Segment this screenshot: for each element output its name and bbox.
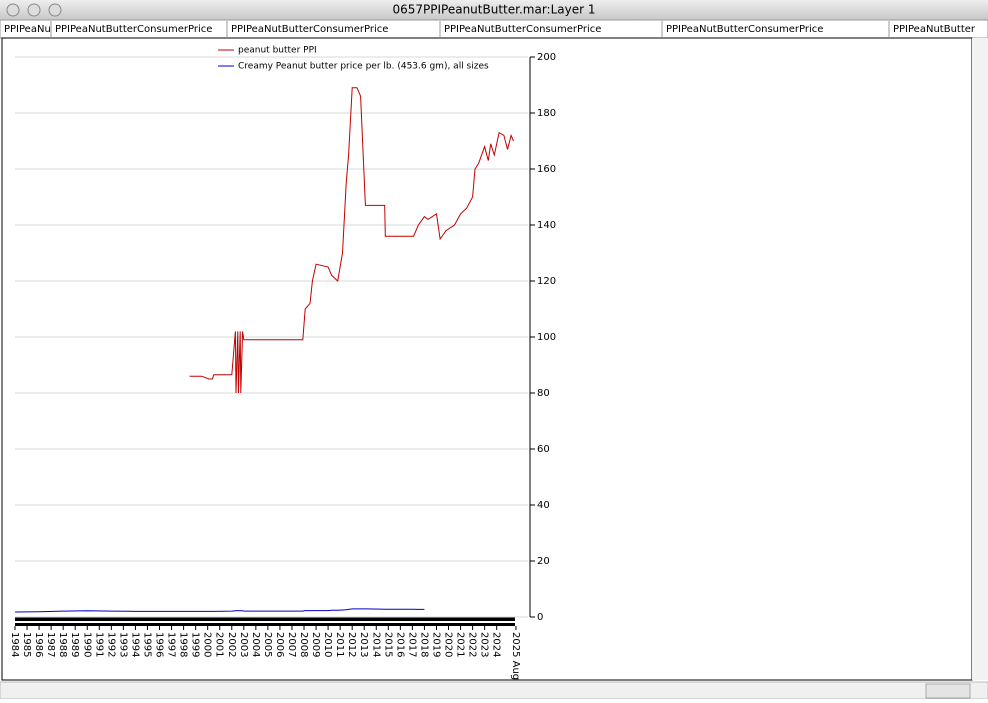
y-tick-label: 200 [537, 52, 556, 63]
x-tick-label: 2000 [202, 632, 213, 657]
y-tick-label: 80 [537, 388, 550, 399]
series-line [14, 608, 425, 613]
x-tick-label: 2005 [262, 632, 273, 657]
x-tick-label: 1987 [45, 632, 56, 657]
minimize-button[interactable] [27, 3, 41, 17]
x-tick-label: 1988 [57, 632, 68, 657]
x-tick-label: 2022 [467, 632, 478, 657]
x-tick-label: 2010 [322, 632, 333, 657]
x-tick-label: 1990 [81, 632, 92, 657]
x-tick-label: 2004 [250, 632, 261, 657]
x-tick-label: 1997 [166, 632, 177, 657]
x-tick-label: 2013 [358, 632, 369, 657]
close-button[interactable] [6, 3, 20, 17]
axis-band [15, 623, 515, 626]
y-tick-label: 100 [537, 332, 556, 343]
x-tick-label: 2003 [238, 632, 249, 657]
tab[interactable]: PPIPeaNutButterConsumerPrice [666, 24, 823, 35]
x-tick-label: 1999 [190, 632, 201, 657]
x-tick-label: 2017 [406, 632, 417, 657]
tab[interactable]: PPIPeaNutButterConsumerPrice [231, 24, 388, 35]
tab[interactable]: PPIPeaNutButterConsumerPrice [55, 24, 212, 35]
x-tick-label: 2024 [491, 632, 502, 657]
resize-box[interactable] [925, 683, 971, 699]
y-tick-label: 60 [537, 444, 550, 455]
x-tick-label: 2007 [286, 632, 297, 657]
x-tick-label: 2001 [214, 632, 225, 657]
x-tick-label: 2020 [443, 632, 454, 657]
scrollbar[interactable] [972, 38, 988, 680]
x-tick-label: 1995 [141, 632, 152, 657]
x-tick-label: 1985 [21, 632, 32, 657]
series-line [189, 87, 514, 394]
zoom-button[interactable] [48, 3, 62, 17]
x-tick-label: 2025 Aug [510, 632, 521, 680]
x-tick-label: 1998 [178, 632, 189, 657]
y-tick-label: 140 [537, 220, 556, 231]
x-tick-label: 2009 [310, 632, 321, 657]
x-tick-label: 2019 [430, 632, 441, 657]
x-tick-label: 2021 [455, 632, 466, 657]
x-tick-label: 2015 [382, 632, 393, 657]
legend-label: peanut butter PPI [238, 46, 317, 56]
y-tick-label: 20 [537, 556, 550, 567]
x-tick-label: 2018 [418, 632, 429, 657]
x-tick-label: 2002 [226, 632, 237, 657]
tab[interactable]: PPIPeaNutButter [893, 24, 976, 35]
legend-label: Creamy Peanut butter price per lb. (453.… [238, 62, 489, 72]
y-tick-label: 0 [537, 612, 543, 623]
x-tick-label: 2016 [394, 632, 405, 657]
x-tick-label: 2012 [346, 632, 357, 657]
tab[interactable]: PPIPeaNutButterConsumerPrice [444, 24, 601, 35]
y-tick-label: 180 [537, 108, 556, 119]
x-tick-label: 1989 [69, 632, 80, 657]
y-tick-label: 40 [537, 500, 550, 511]
x-tick-label: 2008 [298, 632, 309, 657]
x-tick-label: 1991 [93, 632, 104, 657]
x-tick-label: 2011 [334, 632, 345, 657]
window-title: 0657PPIPeanutButter.mar:Layer 1 [392, 3, 595, 17]
x-tick-label: 1986 [33, 632, 44, 657]
x-tick-label: 2006 [274, 632, 285, 657]
x-tick-label: 1994 [129, 632, 140, 657]
x-tick-label: 1992 [105, 632, 116, 657]
x-tick-label: 1996 [154, 632, 165, 657]
x-tick-label: 2014 [370, 632, 381, 657]
x-tick-label: 2023 [479, 632, 490, 657]
plot-frame [1, 37, 973, 681]
axis-band [15, 617, 515, 621]
x-tick-label: 1993 [117, 632, 128, 657]
tab[interactable]: PPIPeaNu [4, 24, 51, 35]
x-tick-label: 1984 [9, 632, 20, 657]
y-tick-label: 160 [537, 164, 556, 175]
status-bar [0, 681, 988, 700]
title-bar [0, 0, 988, 20]
y-tick-label: 120 [537, 276, 556, 287]
